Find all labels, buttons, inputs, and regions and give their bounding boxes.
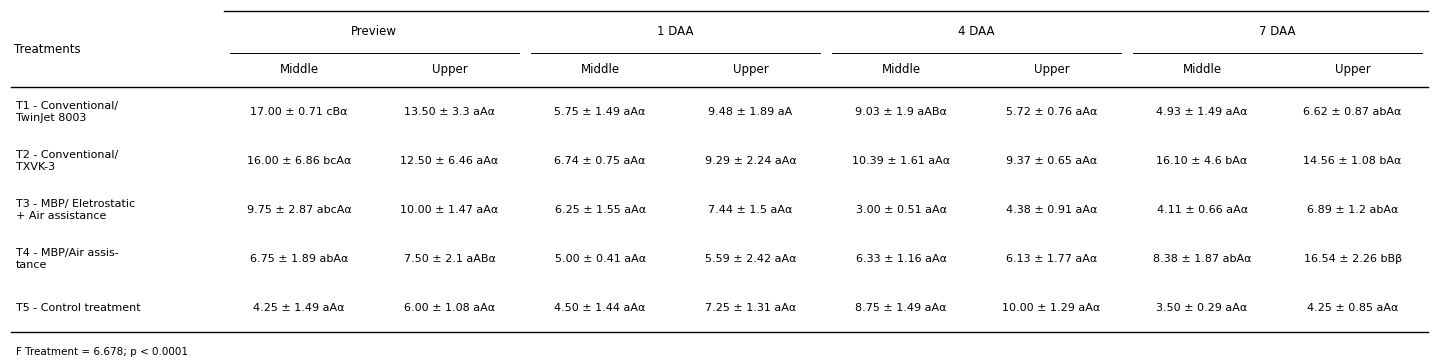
Text: T5 - Control treatment: T5 - Control treatment <box>16 303 141 313</box>
Text: 4.93 ± 1.49 aAα: 4.93 ± 1.49 aAα <box>1157 107 1248 117</box>
Text: 4.38 ± 0.91 aAα: 4.38 ± 0.91 aAα <box>1006 205 1098 215</box>
Text: 7.50 ± 2.1 aABα: 7.50 ± 2.1 aABα <box>403 254 495 264</box>
Text: 4.25 ± 0.85 aAα: 4.25 ± 0.85 aAα <box>1307 303 1398 313</box>
Text: 17.00 ± 0.71 cBα: 17.00 ± 0.71 cBα <box>250 107 347 117</box>
Text: 13.50 ± 3.3 aAα: 13.50 ± 3.3 aAα <box>405 107 495 117</box>
Text: 4 DAA: 4 DAA <box>959 25 994 38</box>
Text: Treatments: Treatments <box>14 42 80 56</box>
Text: 9.37 ± 0.65 aAα: 9.37 ± 0.65 aAα <box>1006 156 1098 166</box>
Text: 16.54 ± 2.26 bBβ: 16.54 ± 2.26 bBβ <box>1303 254 1402 264</box>
Text: 4.11 ± 0.66 aAα: 4.11 ± 0.66 aAα <box>1157 205 1247 215</box>
Text: T2 - Conventional/
TXVK-3: T2 - Conventional/ TXVK-3 <box>16 150 118 172</box>
Text: 5.59 ± 2.42 aAα: 5.59 ± 2.42 aAα <box>705 254 796 264</box>
Text: 10.00 ± 1.29 aAα: 10.00 ± 1.29 aAα <box>1003 303 1101 313</box>
Text: 9.29 ± 2.24 aAα: 9.29 ± 2.24 aAα <box>705 156 796 166</box>
Text: 6.74 ± 0.75 aAα: 6.74 ± 0.75 aAα <box>554 156 646 166</box>
Text: 14.56 ± 1.08 bAα: 14.56 ± 1.08 bAα <box>1303 156 1402 166</box>
Text: Upper: Upper <box>1335 64 1370 76</box>
Text: T1 - Conventional/
TwinJet 8003: T1 - Conventional/ TwinJet 8003 <box>16 101 118 123</box>
Text: F Treatment = 6.678; p < 0.0001: F Treatment = 6.678; p < 0.0001 <box>16 347 188 357</box>
Text: 9.75 ± 2.87 abcAα: 9.75 ± 2.87 abcAα <box>247 205 352 215</box>
Text: Middle: Middle <box>1182 64 1221 76</box>
Text: 16.10 ± 4.6 bAα: 16.10 ± 4.6 bAα <box>1157 156 1247 166</box>
Text: 5.72 ± 0.76 aAα: 5.72 ± 0.76 aAα <box>1006 107 1098 117</box>
Text: 4.25 ± 1.49 aAα: 4.25 ± 1.49 aAα <box>254 303 344 313</box>
Text: 4.50 ± 1.44 aAα: 4.50 ± 1.44 aAα <box>554 303 646 313</box>
Text: 6.75 ± 1.89 abAα: 6.75 ± 1.89 abAα <box>250 254 349 264</box>
Text: 10.39 ± 1.61 aAα: 10.39 ± 1.61 aAα <box>852 156 950 166</box>
Text: 8.75 ± 1.49 aAα: 8.75 ± 1.49 aAα <box>855 303 947 313</box>
Text: 3.00 ± 0.51 aAα: 3.00 ± 0.51 aAα <box>855 205 947 215</box>
Text: Middle: Middle <box>280 64 319 76</box>
Text: 7.44 ± 1.5 aAα: 7.44 ± 1.5 aAα <box>709 205 792 215</box>
Text: T3 - MBP/ Eletrostatic
+ Air assistance: T3 - MBP/ Eletrostatic + Air assistance <box>16 199 135 221</box>
Text: 8.38 ± 1.87 abAα: 8.38 ± 1.87 abAα <box>1152 254 1251 264</box>
Text: Upper: Upper <box>733 64 769 76</box>
Text: 7 DAA: 7 DAA <box>1258 25 1296 38</box>
Text: 1 DAA: 1 DAA <box>657 25 693 38</box>
Text: T4 - MBP/Air assis-
tance: T4 - MBP/Air assis- tance <box>16 248 119 270</box>
Text: 5.75 ± 1.49 aAα: 5.75 ± 1.49 aAα <box>554 107 646 117</box>
Text: 5.00 ± 0.41 aAα: 5.00 ± 0.41 aAα <box>554 254 646 264</box>
Text: 9.48 ± 1.89 aA: 9.48 ± 1.89 aA <box>709 107 792 117</box>
Text: 6.25 ± 1.55 aAα: 6.25 ± 1.55 aAα <box>554 205 646 215</box>
Text: Middle: Middle <box>881 64 921 76</box>
Text: 6.62 ± 0.87 abAα: 6.62 ± 0.87 abAα <box>1303 107 1402 117</box>
Text: 16.00 ± 6.86 bcAα: 16.00 ± 6.86 bcAα <box>247 156 352 166</box>
Text: 6.00 ± 1.08 aAα: 6.00 ± 1.08 aAα <box>405 303 495 313</box>
Text: 12.50 ± 6.46 aAα: 12.50 ± 6.46 aAα <box>400 156 499 166</box>
Text: 6.13 ± 1.77 aAα: 6.13 ± 1.77 aAα <box>1006 254 1098 264</box>
Text: 10.00 ± 1.47 aAα: 10.00 ± 1.47 aAα <box>400 205 499 215</box>
Text: 9.03 ± 1.9 aABα: 9.03 ± 1.9 aABα <box>855 107 947 117</box>
Text: 7.25 ± 1.31 aAα: 7.25 ± 1.31 aAα <box>705 303 796 313</box>
Text: 6.33 ± 1.16 aAα: 6.33 ± 1.16 aAα <box>855 254 947 264</box>
Text: Upper: Upper <box>432 64 468 76</box>
Text: Middle: Middle <box>581 64 620 76</box>
Text: Preview: Preview <box>352 25 397 38</box>
Text: 6.89 ± 1.2 abAα: 6.89 ± 1.2 abAα <box>1307 205 1398 215</box>
Text: 3.50 ± 0.29 aAα: 3.50 ± 0.29 aAα <box>1157 303 1247 313</box>
Text: Upper: Upper <box>1033 64 1069 76</box>
